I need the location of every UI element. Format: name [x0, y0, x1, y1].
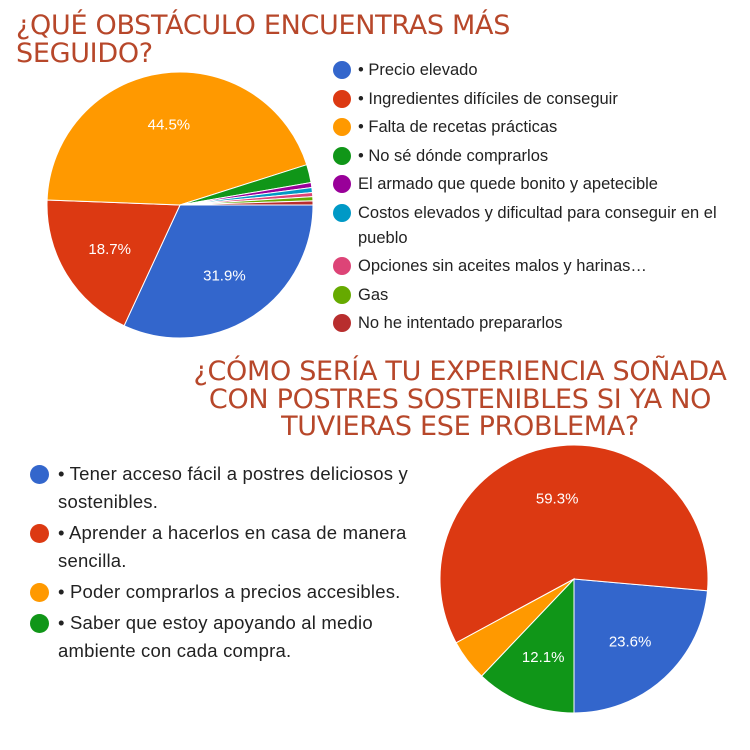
chart-1-legend-item-7: Opciones sin aceites malos y harinas…	[330, 254, 740, 279]
chart-2-legend-item-3: • Poder comprarlos a precios accesibles.	[28, 578, 448, 606]
chart-2-legend-swatch-3	[30, 583, 49, 602]
chart-2-legend-label-1: • Tener acceso fácil a postres delicioso…	[58, 463, 408, 512]
chart-2-pie: 23.6% 59.3% 12.1%	[439, 444, 709, 714]
chart-2-legend-item-4: • Saber que estoy apoyando al medio ambi…	[28, 609, 448, 665]
chart-1-legend-swatch-1	[333, 61, 351, 79]
chart-1-legend-label-6: Costos elevados y dificultad para conseg…	[358, 203, 717, 247]
chart-2-legend-item-1: • Tener acceso fácil a postres delicioso…	[28, 460, 448, 516]
chart-1-legend-swatch-9	[333, 314, 351, 332]
chart-1-legend-item-6: Costos elevados y dificultad para conseg…	[330, 201, 740, 251]
chart-2-data-label-1: 23.6%	[609, 633, 652, 650]
chart-2-legend-swatch-2	[30, 524, 49, 543]
chart-2-legend: • Tener acceso fácil a postres delicioso…	[28, 460, 448, 668]
chart-2-slice-2	[439, 444, 709, 644]
chart-2-legend-swatch-4	[30, 614, 49, 633]
chart-1-legend-swatch-4	[333, 146, 351, 165]
chart-1-legend-item-8: Gas	[330, 283, 740, 308]
chart-1-legend-label-9: No he intentado prepararlos	[358, 314, 563, 332]
chart-1-legend-label-5: El armado que quede bonito y apetecible	[358, 175, 658, 193]
chart-1-legend-swatch-7	[333, 257, 351, 275]
chart-2-legend-label-2: • Aprender a hacerlos en casa de manera …	[58, 522, 407, 571]
chart-1-legend-swatch-5	[333, 175, 351, 193]
chart-1-slice-1	[123, 204, 314, 339]
chart-1-legend-label-2: • Ingredientes difíciles de conseguir	[358, 89, 618, 108]
chart-1-data-label-2: 18.7%	[88, 241, 131, 258]
chart-2-data-label-2: 59.3%	[536, 491, 579, 508]
chart-1-slice-2	[46, 199, 181, 327]
chart-1-legend-item-3: • Falta de recetas prácticas	[330, 115, 740, 140]
chart-2-legend-swatch-1	[30, 465, 49, 484]
chart-1-title: ¿QUÉ OBSTÁCULO ENCUENTRAS MÁS SEGUIDO?	[16, 10, 511, 69]
chart-2-legend-label-4: • Saber que estoy apoyando al medio ambi…	[58, 612, 373, 661]
chart-2-data-label-4: 12.1%	[522, 649, 565, 666]
chart-1-legend-swatch-2	[333, 89, 351, 108]
chart-1-data-label-1: 31.9%	[203, 267, 246, 284]
chart-1-slice-3	[46, 71, 308, 206]
chart-1-pie: 31.9% 18.7% 44.5%	[46, 71, 314, 339]
chart-1-legend-item-2: • Ingredientes difíciles de conseguir	[330, 87, 740, 112]
chart-1-legend-swatch-6	[333, 203, 351, 222]
chart-2-legend-item-2: • Aprender a hacerlos en casa de manera …	[28, 519, 448, 575]
chart-1-legend-label-7: Opciones sin aceites malos y harinas…	[358, 257, 647, 275]
chart-1-legend-item-4: • No sé dónde comprarlos	[330, 144, 740, 169]
chart-2-slice-1	[573, 578, 709, 714]
chart-2-title: ¿CÓMO SERÍA TU EXPERIENCIA SOÑADA CON PO…	[193, 356, 727, 443]
chart-1-legend: • Precio elevado • Ingredientes difíciles…	[330, 58, 740, 340]
chart-1-legend-item-9: No he intentado prepararlos	[330, 311, 740, 336]
chart-2-slice-4	[480, 577, 575, 714]
chart-1-legend-label-8: Gas	[358, 285, 389, 304]
chart-1-legend-label-1: • Precio elevado	[358, 61, 478, 79]
chart-1-legend-swatch-8	[333, 285, 351, 304]
chart-1-data-label-3: 44.5%	[148, 116, 191, 133]
chart-1-legend-label-3: • Falta de recetas prácticas	[358, 118, 558, 136]
chart-2-legend-label-3: • Poder comprarlos a precios accesibles.	[58, 581, 401, 602]
chart-1-legend-swatch-3	[333, 118, 351, 136]
chart-1-legend-label-4: • No sé dónde comprarlos	[358, 146, 549, 165]
chart-1-slice-9	[179, 200, 314, 206]
chart-1-legend-item-1: • Precio elevado	[330, 58, 740, 83]
chart-1-legend-item-5: El armado que quede bonito y apetecible	[330, 172, 740, 197]
